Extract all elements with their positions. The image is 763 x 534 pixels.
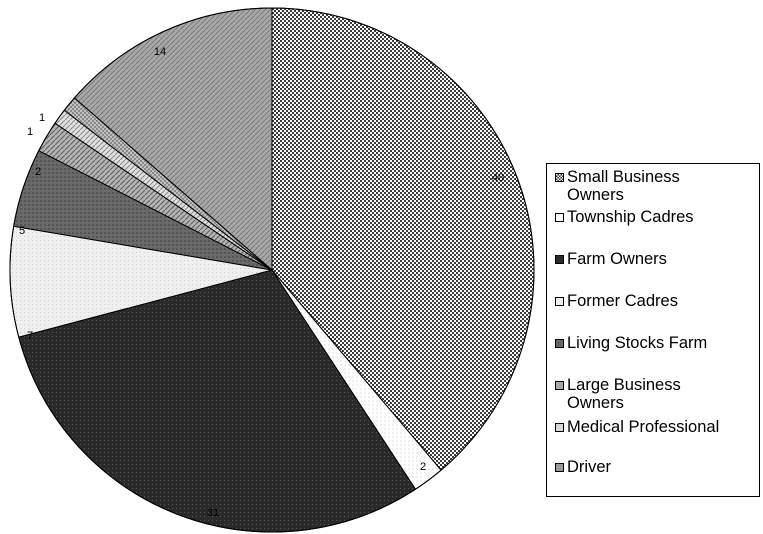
legend-swatch [555, 463, 564, 472]
legend-label: Living Stocks Farm [567, 334, 759, 352]
slice-value-label: 2 [420, 461, 426, 473]
slice-value-label: 2 [35, 166, 41, 178]
legend-label-line: Living Stocks Farm [567, 334, 708, 352]
legend-label: Small Business Owners [567, 168, 759, 204]
legend-label-line: Small Business [567, 168, 680, 186]
legend-label: Large Business Owners [567, 376, 759, 412]
slice-value-label: 5 [19, 225, 25, 237]
slice-value-label: 14 [154, 46, 166, 58]
legend-label-line: Owners [567, 394, 624, 412]
legend-label-line: Driver [567, 458, 611, 476]
legend-swatch [555, 423, 564, 432]
legend-label: Former Cadres [567, 292, 759, 310]
legend-swatch [555, 297, 564, 306]
legend-swatch [555, 381, 564, 390]
legend-label: Driver [567, 458, 759, 476]
legend-label-line: Former Cadres [567, 292, 678, 310]
legend-label-line: Township Cadres [567, 208, 694, 226]
legend-label-line: Owners [567, 186, 624, 204]
slice-value-label: 1 [27, 126, 33, 138]
slice-value-label: 40 [492, 172, 504, 184]
legend-swatch [555, 213, 564, 222]
slice-value-label: 7 [27, 330, 33, 342]
legend-label: Farm Owners [567, 250, 759, 268]
legend-swatch [555, 173, 564, 182]
legend-label-line: Medical Professional [567, 418, 720, 436]
legend-swatch [555, 339, 564, 348]
legend-label-line: Large Business [567, 376, 681, 394]
legend-swatch [555, 255, 564, 264]
pie-outline [9, 7, 535, 533]
legend-label: Medical Professional [567, 418, 759, 436]
slice-value-label: 31 [207, 507, 219, 519]
slice-value-label: 1 [39, 112, 45, 124]
legend-label-line: Farm Owners [567, 250, 667, 268]
legend-label: Township Cadres [567, 208, 759, 226]
legend: Small Business Owners Township Cadres Farm … [546, 163, 760, 497]
